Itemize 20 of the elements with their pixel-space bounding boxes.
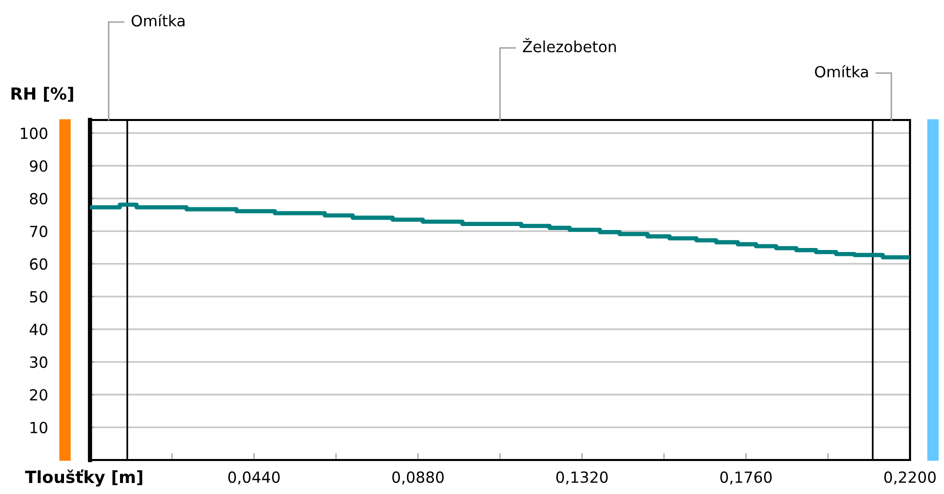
y-tick-label: 70: [30, 226, 48, 238]
x-tick-label: 0,1760: [720, 471, 772, 484]
y-tick-label: 90: [30, 160, 48, 172]
x-tick-label: 0,0880: [392, 471, 444, 484]
text: Omítka: [132, 14, 184, 27]
x-axis-title: Tloušťky [m]: [25, 469, 142, 487]
x-tick-label: 0,0440: [228, 471, 280, 484]
y-tick-label: 40: [30, 324, 48, 336]
text: Železobeton: [522, 38, 616, 52]
y-tick-label: 100: [20, 128, 48, 140]
y-tick-label: 10: [30, 422, 48, 434]
y-axis-title: RH [%]: [12, 86, 74, 102]
y-tick-label: 60: [30, 258, 48, 270]
text: Omítka: [814, 65, 868, 78]
y-tick-label: 50: [30, 291, 48, 303]
y-tick-label: 80: [30, 192, 48, 204]
x-tick-label: 0,2200: [884, 471, 936, 484]
y-tick-label: 20: [30, 389, 48, 401]
x-tick-label: 0,1320: [556, 471, 608, 484]
y-tick-label: 30: [30, 356, 48, 368]
